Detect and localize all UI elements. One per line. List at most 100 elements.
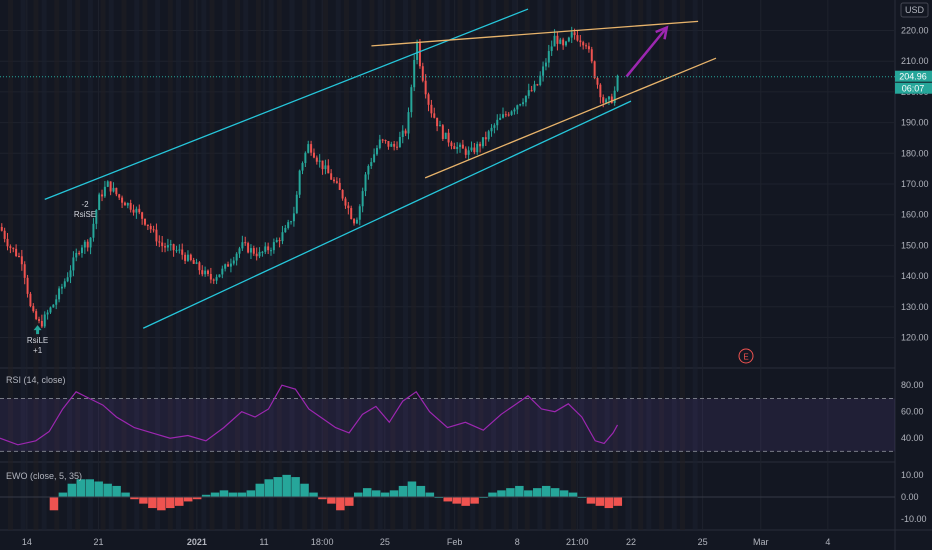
candle-body <box>461 144 464 149</box>
candle-body <box>410 87 413 113</box>
session-stripe <box>201 0 207 530</box>
signal-rsile-count: +1 <box>33 346 43 355</box>
candle-body <box>40 320 43 327</box>
candle-body <box>224 264 227 269</box>
candle-body <box>353 219 356 224</box>
candle-body <box>344 198 347 206</box>
candle-body <box>404 130 407 134</box>
session-stripe <box>209 0 215 530</box>
ewo-bar <box>371 490 381 497</box>
candle-body <box>367 166 370 175</box>
time-axis[interactable]: 14 21 2021 11 18:00 25 Feb 8 21:00 22 25 Mar 4 <box>22 537 831 547</box>
candle-body <box>321 160 324 170</box>
ewo-bar <box>76 479 86 497</box>
candle-body <box>38 319 41 321</box>
ewo-bar <box>139 497 148 504</box>
candle-body <box>564 41 567 46</box>
candle-body <box>264 246 267 252</box>
candle-body <box>275 240 278 243</box>
candle-body <box>98 194 101 210</box>
price-tick-label: 220.00 <box>901 26 929 36</box>
candle-body <box>244 242 247 244</box>
session-stripe <box>625 0 631 530</box>
candle-body <box>318 160 321 162</box>
ewo-tick-label: 10.00 <box>901 470 924 480</box>
candle-body <box>453 146 456 149</box>
candle-body <box>267 246 270 251</box>
currency-badge[interactable] <box>900 2 929 18</box>
ewo-bar <box>255 483 265 497</box>
candle-body <box>255 253 258 257</box>
ewo-bar <box>166 497 175 509</box>
candle-body <box>118 194 121 198</box>
candle-body <box>55 299 58 305</box>
candle-body <box>66 277 69 282</box>
ewo-bar <box>470 497 479 504</box>
session-stripe <box>671 0 677 530</box>
candle-body <box>418 41 421 67</box>
candle-body <box>616 75 619 91</box>
session-stripe <box>289 0 295 530</box>
candle-body <box>570 32 573 38</box>
candle-body <box>444 132 447 139</box>
price-tick-label: 130.00 <box>901 302 929 312</box>
rsi-tick-label: 60.00 <box>901 407 924 417</box>
candle-body <box>341 189 344 199</box>
ewo-bar <box>273 477 282 497</box>
time-tick-label: 11 <box>259 537 268 547</box>
candle-body <box>499 117 502 120</box>
session-stripe <box>591 0 597 530</box>
rsi-title[interactable]: RSI (14, close) <box>6 375 66 385</box>
session-stripe <box>377 0 383 530</box>
candle-body <box>52 304 55 308</box>
ewo-title[interactable]: EWO (close, 5, 35) <box>6 471 82 481</box>
candle-body <box>270 250 273 252</box>
candle-body <box>539 75 542 85</box>
candle-body <box>513 109 516 112</box>
time-tick-label: 14 <box>22 537 32 547</box>
candle-body <box>132 209 135 213</box>
candle-body <box>69 270 72 278</box>
session-stripe <box>692 0 698 530</box>
session-stripe <box>167 0 173 530</box>
signal-rsile-label: RsiLE <box>27 336 48 345</box>
candle-body <box>307 144 310 153</box>
ewo-axis[interactable]: 10.00 0.00 -10.00 <box>901 470 927 524</box>
candle-body <box>249 248 252 253</box>
earnings-marker[interactable] <box>738 348 754 364</box>
ewo-bar <box>112 485 121 497</box>
session-stripe <box>54 0 60 530</box>
candle-body <box>585 45 588 47</box>
candle-body <box>32 306 35 312</box>
candle-body <box>6 238 9 247</box>
candle-body <box>92 223 95 238</box>
candle-body <box>430 104 433 114</box>
ewo-bar <box>533 488 542 497</box>
candle-body <box>212 279 215 281</box>
ewo-bar <box>175 497 184 506</box>
rsi-axis[interactable]: 80.00 60.00 40.00 <box>901 380 924 443</box>
candle-body <box>536 84 539 86</box>
ewo-bar <box>362 488 372 497</box>
rsi-band <box>0 398 895 452</box>
candle-body <box>20 256 23 265</box>
candle-body <box>370 162 373 167</box>
candle-body <box>587 46 590 50</box>
candle-body <box>95 209 98 224</box>
session-stripe <box>612 0 618 530</box>
session-stripe <box>537 0 543 530</box>
session-stripe <box>100 0 106 530</box>
session-stripe <box>512 0 517 530</box>
candle-body <box>436 117 439 127</box>
candle-body <box>206 270 209 274</box>
candle-body <box>347 205 350 209</box>
candle-body <box>146 224 149 226</box>
candle-body <box>195 262 198 264</box>
trendline <box>371 20 699 47</box>
candle-body <box>333 179 336 182</box>
candle-body <box>241 242 244 249</box>
candle-body <box>553 35 556 47</box>
price-tick-label: 120.00 <box>901 332 929 342</box>
ewo-bar <box>309 492 318 497</box>
